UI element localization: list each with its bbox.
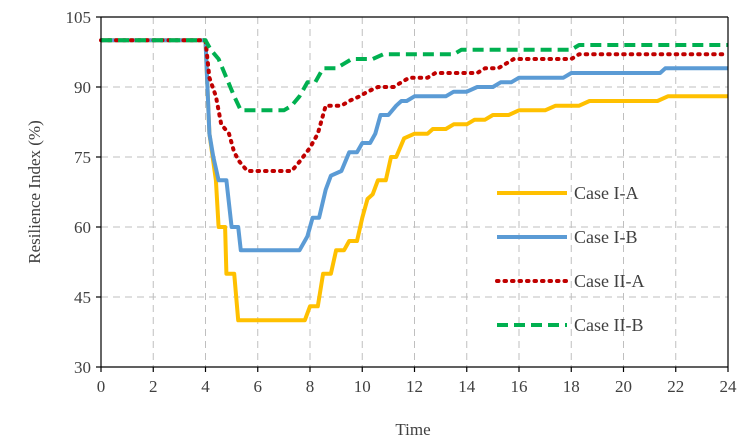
y-tick-label: 60 bbox=[74, 218, 91, 237]
x-tick-label: 8 bbox=[306, 377, 315, 396]
y-tick-label: 75 bbox=[74, 148, 91, 167]
legend: Case I-A Case I-B Case II-A Case II-B bbox=[495, 183, 644, 335]
y-tick-label: 30 bbox=[74, 358, 91, 377]
y-tick-label: 105 bbox=[66, 8, 92, 27]
x-tick-label: 24 bbox=[720, 377, 738, 396]
x-tick-label: 4 bbox=[201, 377, 210, 396]
x-tick-label: 20 bbox=[615, 377, 632, 396]
series-line-case-i-b bbox=[101, 38, 728, 253]
x-tick-label: 12 bbox=[406, 377, 423, 396]
legend-label: Case II-A bbox=[574, 271, 644, 291]
x-tick-label: 22 bbox=[667, 377, 684, 396]
legend-label: Case I-B bbox=[574, 227, 637, 247]
legend-label: Case II-B bbox=[574, 315, 643, 335]
x-tick-label: 16 bbox=[511, 377, 528, 396]
series-line-case-ii-a bbox=[99, 38, 730, 173]
x-tick-label: 2 bbox=[149, 377, 158, 396]
x-tick-label: 14 bbox=[458, 377, 476, 396]
x-tick-labels: 0 2 4 6 8 10 12 14 16 18 20 22 24 bbox=[97, 377, 737, 396]
series-line-case-i-a bbox=[101, 38, 728, 323]
series-line-case-ii-b bbox=[101, 38, 728, 113]
x-tick-label: 6 bbox=[254, 377, 263, 396]
y-axis-title: Resilience Index (%) bbox=[25, 120, 44, 264]
x-tick-label: 0 bbox=[97, 377, 106, 396]
x-axis-title: Time bbox=[395, 420, 430, 439]
x-tick-label: 18 bbox=[563, 377, 580, 396]
y-tick-label: 90 bbox=[74, 78, 91, 97]
y-tick-labels: 30 45 60 75 90 105 bbox=[66, 8, 92, 377]
y-tick-label: 45 bbox=[74, 288, 91, 307]
legend-label: Case I-A bbox=[574, 183, 638, 203]
axes-layer bbox=[96, 16, 729, 372]
x-tick-label: 10 bbox=[354, 377, 371, 396]
series-layer bbox=[99, 38, 730, 323]
